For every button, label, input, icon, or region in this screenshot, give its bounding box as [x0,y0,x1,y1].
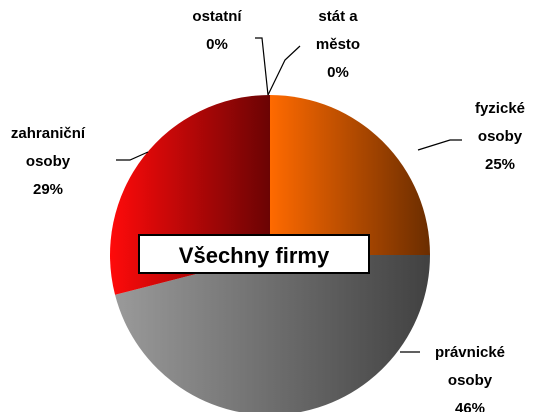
value-label: 46% [454,400,486,412]
value-label: 29% [32,181,64,198]
value-label: 0% [206,36,228,53]
pie-slice [115,255,430,412]
category-label: ostatní [192,8,242,25]
slice-label: stát a město 0% [300,3,376,87]
value-label: 25% [484,156,516,173]
leader-line [116,151,149,161]
category-label: fyzické osoby [474,100,526,145]
leader-line [267,45,301,96]
pie-slice [270,95,430,255]
category-label: stát a město [315,8,361,53]
category-label: právnické osoby [434,344,506,389]
slice-label: ostatní 0% [176,3,258,59]
category-label: zahraniční osoby [10,125,86,170]
slice-label: právnické osoby 46% [415,339,525,412]
leader-line [255,37,269,96]
value-label: 0% [327,64,349,81]
chart-title: Všechny firmy [138,234,370,274]
leader-line [417,139,462,151]
slice-label: fyzické osoby 25% [455,95,540,179]
slice-label: zahraniční osoby 29% [8,120,88,204]
